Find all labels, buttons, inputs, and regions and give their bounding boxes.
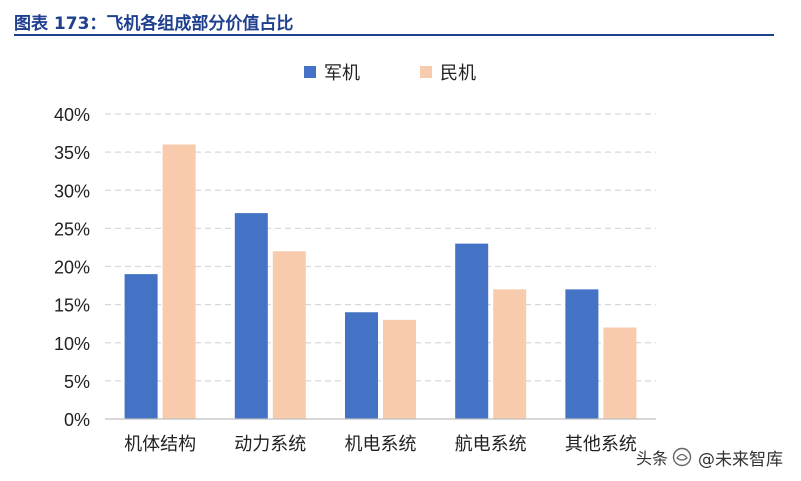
y-tick-label: 10% [54,334,90,354]
x-tick-label: 机电系统 [345,434,417,455]
bar [234,213,268,419]
watermark-handle: @未来智库 [698,449,784,470]
y-tick-label: 5% [64,372,90,392]
watermark-logo-icon [672,447,692,467]
y-tick-label: 0% [64,410,90,430]
figure-title: 图表 173：飞机各组成部分价值占比 [14,14,294,34]
bar [603,327,637,419]
bar [124,274,158,419]
y-axis-ticks: 0% 5% 10% 15% 20% 25% 30% 35% 40% [54,105,90,430]
y-tick-label: 20% [54,258,90,278]
bar [493,289,527,419]
bar [162,144,196,419]
watermark-prefix: 头条 [636,449,669,468]
bar [345,312,378,419]
gridlines [105,113,656,382]
y-tick-label: 15% [54,296,90,316]
y-tick-label: 30% [54,181,90,201]
legend-swatch [420,66,432,78]
legend: 军机 民机 [304,63,476,84]
legend-label: 民机 [440,63,476,84]
legend-label: 军机 [324,63,360,84]
figure-header: 图表 173：飞机各组成部分价值占比 [14,8,774,36]
x-tick-label: 机体结构 [124,434,196,455]
bar [383,319,416,419]
y-tick-label: 25% [54,219,90,239]
x-tick-label: 其他系统 [565,434,637,455]
bar [272,251,306,419]
x-tick-label: 航电系统 [455,434,527,455]
bar [565,289,599,419]
bars [124,144,637,419]
y-tick-label: 35% [54,143,90,163]
watermark: 头条 @未来智库 [636,440,783,474]
x-tick-label: 动力系统 [234,434,306,455]
y-tick-label: 40% [54,105,90,125]
x-axis-ticks: 机体结构 动力系统 机电系统 航电系统 其他系统 [124,434,637,455]
legend-swatch [304,66,316,78]
bar [455,243,489,419]
